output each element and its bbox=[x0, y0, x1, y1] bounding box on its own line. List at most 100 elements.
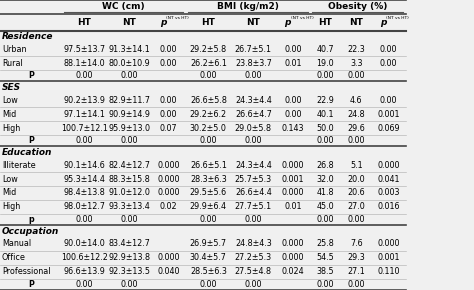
Text: 27.7±5.1: 27.7±5.1 bbox=[235, 202, 272, 211]
Text: Residence: Residence bbox=[2, 32, 54, 41]
Text: 30.2±5.0: 30.2±5.0 bbox=[190, 124, 227, 133]
Text: 0.000: 0.000 bbox=[282, 161, 304, 170]
Text: 29.0±5.8: 29.0±5.8 bbox=[235, 124, 272, 133]
Text: 54.5: 54.5 bbox=[317, 253, 334, 262]
Text: WC (cm): WC (cm) bbox=[102, 3, 145, 12]
Text: 26.9±5.7: 26.9±5.7 bbox=[190, 240, 227, 249]
Text: 30.4±5.7: 30.4±5.7 bbox=[190, 253, 227, 262]
Text: (NT vs HT): (NT vs HT) bbox=[291, 16, 313, 20]
Text: 90.0±14.0: 90.0±14.0 bbox=[63, 240, 105, 249]
Text: 25.8: 25.8 bbox=[317, 240, 334, 249]
Text: 26.6±5.8: 26.6±5.8 bbox=[190, 96, 227, 105]
Text: (NT vs HT): (NT vs HT) bbox=[166, 16, 189, 20]
Text: 0.00: 0.00 bbox=[284, 110, 301, 119]
Text: 27.5±4.8: 27.5±4.8 bbox=[235, 267, 272, 276]
Text: 26.8: 26.8 bbox=[317, 161, 334, 170]
Text: 0.000: 0.000 bbox=[377, 161, 400, 170]
Bar bbox=[0, 70, 406, 81]
Text: 92.9±13.8: 92.9±13.8 bbox=[108, 253, 150, 262]
Text: Obesity (%): Obesity (%) bbox=[328, 3, 388, 12]
Text: 26.6±4.7: 26.6±4.7 bbox=[235, 110, 272, 119]
Text: Urban: Urban bbox=[2, 45, 27, 54]
Text: 25.7±5.3: 25.7±5.3 bbox=[235, 175, 272, 184]
Text: NT: NT bbox=[349, 18, 363, 27]
Text: 29.5±5.6: 29.5±5.6 bbox=[190, 188, 227, 197]
Text: 24.3±4.4: 24.3±4.4 bbox=[235, 161, 272, 170]
Text: 0.000: 0.000 bbox=[282, 240, 304, 249]
Text: p: p bbox=[284, 18, 291, 27]
Text: p: p bbox=[28, 215, 34, 224]
Text: 0.001: 0.001 bbox=[282, 175, 304, 184]
Text: 3.3: 3.3 bbox=[350, 59, 363, 68]
Text: 0.000: 0.000 bbox=[377, 240, 400, 249]
Text: Professional: Professional bbox=[2, 267, 50, 276]
Text: 4.6: 4.6 bbox=[350, 96, 363, 105]
Text: (NT vs HT): (NT vs HT) bbox=[386, 16, 409, 20]
Text: 24.8±4.3: 24.8±4.3 bbox=[235, 240, 272, 249]
Text: Low: Low bbox=[2, 175, 18, 184]
Text: 98.0±12.7: 98.0±12.7 bbox=[63, 202, 105, 211]
Text: 83.4±12.7: 83.4±12.7 bbox=[108, 240, 150, 249]
Bar bbox=[0, 146, 406, 158]
Text: 32.0: 32.0 bbox=[317, 175, 334, 184]
Text: Occupation: Occupation bbox=[2, 226, 59, 235]
Text: 0.00: 0.00 bbox=[75, 136, 93, 145]
Text: 0.00: 0.00 bbox=[120, 136, 138, 145]
Text: 27.0: 27.0 bbox=[347, 202, 365, 211]
Text: 19.0: 19.0 bbox=[317, 59, 334, 68]
Text: Manual: Manual bbox=[2, 240, 31, 249]
Bar bbox=[0, 265, 406, 279]
Text: 27.2±5.3: 27.2±5.3 bbox=[235, 253, 272, 262]
Text: 20.6: 20.6 bbox=[347, 188, 365, 197]
Text: 0.00: 0.00 bbox=[284, 45, 301, 54]
Text: 0.000: 0.000 bbox=[282, 188, 304, 197]
Text: 0.001: 0.001 bbox=[377, 253, 400, 262]
Text: 29.3: 29.3 bbox=[347, 253, 365, 262]
Text: 0.00: 0.00 bbox=[160, 59, 177, 68]
Text: 50.0: 50.0 bbox=[317, 124, 334, 133]
Text: 7.6: 7.6 bbox=[350, 240, 363, 249]
Text: 0.00: 0.00 bbox=[347, 215, 365, 224]
Text: 0.00: 0.00 bbox=[75, 280, 93, 289]
Bar bbox=[0, 42, 406, 56]
Text: 0.00: 0.00 bbox=[160, 45, 177, 54]
Text: 100.6±12.2: 100.6±12.2 bbox=[61, 253, 108, 262]
Text: 0.000: 0.000 bbox=[157, 253, 180, 262]
Text: 0.000: 0.000 bbox=[282, 253, 304, 262]
Text: 0.01: 0.01 bbox=[284, 59, 301, 68]
Text: 38.5: 38.5 bbox=[317, 267, 334, 276]
Text: 93.3±13.4: 93.3±13.4 bbox=[108, 202, 150, 211]
Text: P: P bbox=[28, 280, 34, 289]
Text: 0.143: 0.143 bbox=[282, 124, 304, 133]
Text: BMI (kg/m2): BMI (kg/m2) bbox=[217, 3, 279, 12]
Text: 0.00: 0.00 bbox=[347, 280, 365, 289]
Text: 0.00: 0.00 bbox=[200, 215, 217, 224]
Text: 0.00: 0.00 bbox=[245, 215, 262, 224]
Text: 0.02: 0.02 bbox=[160, 202, 178, 211]
Bar bbox=[0, 107, 406, 121]
Text: HT: HT bbox=[201, 18, 215, 27]
Text: 95.9±13.0: 95.9±13.0 bbox=[108, 124, 150, 133]
Text: P: P bbox=[28, 71, 34, 80]
Text: 0.00: 0.00 bbox=[120, 280, 138, 289]
Text: 0.01: 0.01 bbox=[284, 202, 301, 211]
Text: 0.00: 0.00 bbox=[380, 45, 397, 54]
Text: 0.00: 0.00 bbox=[75, 71, 93, 80]
Text: 45.0: 45.0 bbox=[317, 202, 334, 211]
Text: 90.1±14.6: 90.1±14.6 bbox=[63, 161, 105, 170]
Text: 0.024: 0.024 bbox=[282, 267, 304, 276]
Text: SES: SES bbox=[2, 83, 21, 92]
Text: 41.8: 41.8 bbox=[317, 188, 334, 197]
Text: 0.00: 0.00 bbox=[160, 110, 177, 119]
Bar bbox=[0, 172, 406, 186]
Text: High: High bbox=[2, 124, 20, 133]
Bar bbox=[0, 135, 406, 146]
Text: 0.00: 0.00 bbox=[120, 71, 138, 80]
Text: 0.016: 0.016 bbox=[377, 202, 400, 211]
Text: 29.2±5.8: 29.2±5.8 bbox=[190, 45, 227, 54]
Text: 0.000: 0.000 bbox=[157, 161, 180, 170]
Text: 0.00: 0.00 bbox=[317, 136, 334, 145]
Text: 0.00: 0.00 bbox=[317, 280, 334, 289]
Text: Office: Office bbox=[2, 253, 26, 262]
Bar bbox=[0, 200, 406, 214]
